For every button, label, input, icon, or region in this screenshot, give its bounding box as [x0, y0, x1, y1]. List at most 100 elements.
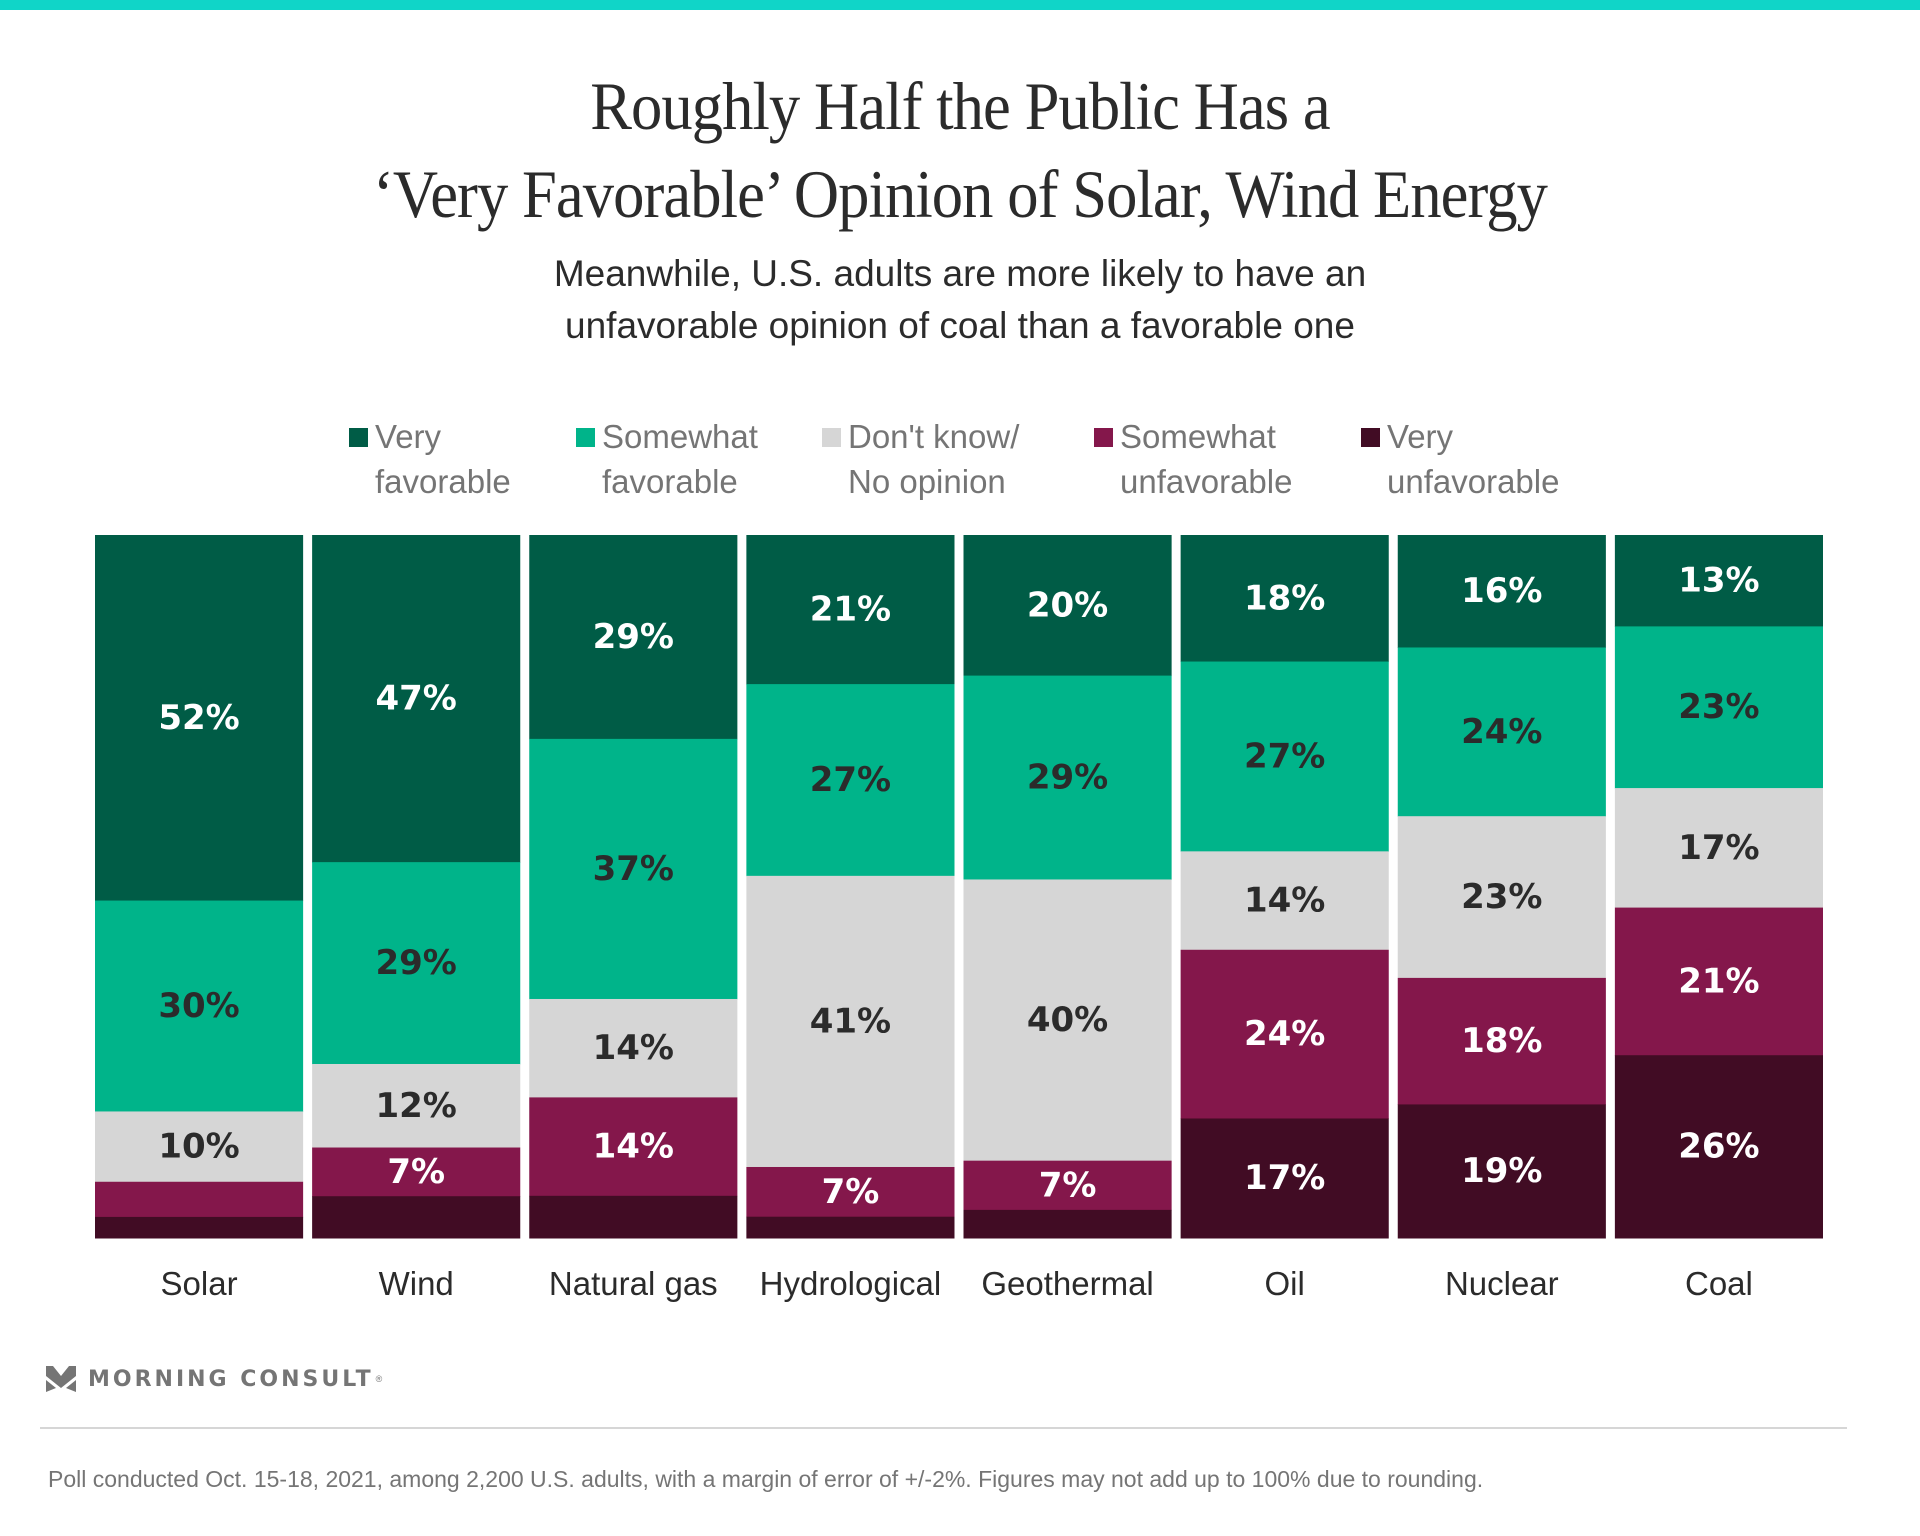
category-label-oil: Oil: [1265, 1265, 1305, 1302]
data-label: 7%: [1039, 1165, 1097, 1205]
data-label: 12%: [375, 1086, 456, 1126]
bar-segment-somewhat-unfavorable: [1397, 977, 1606, 1105]
bar-segment-somewhat-unfavorable: [1180, 949, 1389, 1119]
data-label: 14%: [593, 1127, 674, 1167]
data-label: 7%: [387, 1152, 445, 1192]
chart-title: Roughly Half the Public Has a ‘Very Favo…: [77, 62, 1843, 238]
bar-segment-somewhat-unfavorable: [746, 1166, 955, 1218]
bar-segment-don-t-know-no-opinion: [1180, 851, 1389, 951]
bar-segment-somewhat-favorable: [746, 684, 955, 877]
legend-label-line-2: No opinion: [848, 463, 1006, 500]
legend-swatch: [349, 428, 368, 447]
bar-segment-very-unfavorable: [312, 1196, 521, 1239]
bar-segment-very-favorable: [963, 535, 1172, 677]
brand-name: MORNING CONSULT: [88, 1366, 374, 1392]
data-label: 29%: [375, 943, 456, 983]
legend-swatch: [1094, 428, 1113, 447]
chart-title-line-2: ‘Very Favorable’ Opinion of Solar, Wind …: [372, 156, 1548, 232]
data-label: 16%: [1461, 571, 1542, 611]
bar-segment-somewhat-favorable: [1180, 661, 1389, 852]
category-label-wind: Wind: [379, 1265, 454, 1302]
bar-segment-very-favorable: [312, 535, 521, 863]
bar-segment-somewhat-favorable: [963, 675, 1172, 880]
bar-oil: 18% 27% 14% 24% 17%: [1180, 535, 1389, 1239]
bar-segment-don-t-know-no-opinion: [529, 998, 738, 1098]
bar-segment-somewhat-unfavorable: [1614, 907, 1823, 1056]
stacked-bar-chart: 52% 30% 10% Solar 47% 29% 12% 7% Wind 29% 37% 14% 14…: [95, 535, 1823, 1302]
data-label: 47%: [375, 679, 456, 719]
chart-title-line-1: Roughly Half the Public Has a: [590, 68, 1330, 144]
bar-segment-very-favorable: [1180, 535, 1389, 663]
data-label: 30%: [158, 986, 239, 1026]
bar-segment-very-unfavorable: [1397, 1104, 1606, 1239]
data-label: 18%: [1461, 1021, 1542, 1061]
bar-segment-somewhat-unfavorable: [529, 1097, 738, 1197]
bar-hydrological: 21% 27% 41% 7%: [746, 535, 955, 1239]
chart-subtitle-line-1: Meanwhile, U.S. adults are more likely t…: [553, 253, 1367, 294]
bar-segment-very-favorable: [529, 535, 738, 740]
bar-segment-very-unfavorable: [963, 1209, 1172, 1239]
data-label: 26%: [1678, 1127, 1759, 1167]
data-label: 18%: [1244, 578, 1325, 618]
data-label: 17%: [1244, 1158, 1325, 1198]
chart-subtitle: Meanwhile, U.S. adults are more likely t…: [0, 248, 1920, 352]
bar-segment-very-unfavorable: [529, 1195, 738, 1239]
data-label: 23%: [1678, 687, 1759, 727]
data-label: 23%: [1461, 877, 1542, 917]
data-label: 10%: [158, 1127, 239, 1167]
bar-segment-somewhat-favorable: [1614, 626, 1823, 789]
data-label: 13%: [1678, 561, 1759, 601]
bar-segment-don-t-know-no-opinion: [1614, 788, 1823, 909]
data-label: 41%: [810, 1001, 891, 1041]
bar-segment-very-favorable: [746, 535, 955, 685]
legend-label-line-2: favorable: [602, 463, 738, 500]
data-label: 27%: [1244, 736, 1325, 776]
category-label-nuclear: Nuclear: [1445, 1265, 1559, 1302]
bar-segment-very-unfavorable: [1180, 1118, 1389, 1239]
category-label-geothermal: Geothermal: [981, 1265, 1153, 1302]
data-label: 24%: [1461, 712, 1542, 752]
chart-subtitle-line-2: unfavorable opinion of coal than a favor…: [565, 305, 1355, 346]
data-label: 14%: [593, 1028, 674, 1068]
data-label: 7%: [822, 1172, 880, 1212]
bar-segment-don-t-know-no-opinion: [95, 1111, 304, 1183]
bar-segment-don-t-know-no-opinion: [1397, 816, 1606, 979]
morning-consult-logo-icon: [46, 1366, 76, 1392]
bar-segment-somewhat-unfavorable: [963, 1160, 1172, 1211]
data-label: 14%: [1244, 881, 1325, 921]
data-label: 29%: [593, 617, 674, 657]
legend-label-line-2: unfavorable: [1120, 463, 1293, 500]
morning-consult-logo: MORNING CONSULT ®: [46, 1366, 382, 1392]
bar-segment-don-t-know-no-opinion: [312, 1063, 521, 1149]
bar-segment-somewhat-unfavorable: [312, 1147, 521, 1197]
bar-segment-somewhat-unfavorable: [95, 1181, 304, 1218]
data-label: 17%: [1678, 828, 1759, 868]
data-label: 19%: [1461, 1151, 1542, 1191]
bar-segment-very-favorable: [95, 535, 304, 902]
category-label-hydrological: Hydrological: [760, 1265, 942, 1302]
data-label: 27%: [810, 760, 891, 800]
legend-label-line-1: Very: [1387, 418, 1454, 455]
bar-segment-don-t-know-no-opinion: [963, 879, 1172, 1162]
legend-label-line-1: Somewhat: [1120, 418, 1276, 455]
legend-swatch: [576, 428, 595, 447]
bar-nuclear: 16% 24% 23% 18% 19%: [1397, 535, 1606, 1239]
category-label-coal: Coal: [1685, 1265, 1753, 1302]
legend-swatch: [822, 428, 841, 447]
category-label-solar: Solar: [161, 1265, 238, 1302]
bar-segment-somewhat-favorable: [312, 862, 521, 1065]
data-label: 21%: [1678, 961, 1759, 1001]
footer-divider: [40, 1427, 1847, 1429]
data-label: 21%: [810, 590, 891, 630]
category-label-natural-gas: Natural gas: [549, 1265, 718, 1302]
top-accent-bar: [0, 0, 1920, 10]
data-label: 29%: [1027, 758, 1108, 798]
bar-segment-very-favorable: [1397, 535, 1606, 648]
legend-label-line-2: favorable: [375, 463, 511, 500]
bar-natural-gas: 29% 37% 14% 14%: [529, 535, 738, 1239]
registered-mark: ®: [375, 1374, 383, 1384]
bar-segment-don-t-know-no-opinion: [746, 875, 955, 1168]
legend-label-line-2: unfavorable: [1387, 463, 1560, 500]
bar-coal: 13% 23% 17% 21% 26%: [1614, 535, 1823, 1239]
bar-geothermal: 20% 29% 40% 7%: [963, 535, 1172, 1239]
